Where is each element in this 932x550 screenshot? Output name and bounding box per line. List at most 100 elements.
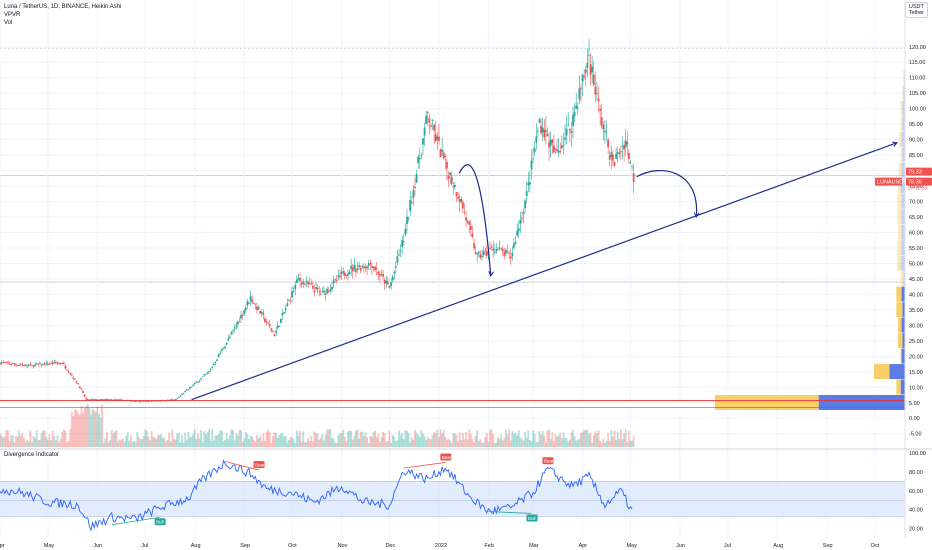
volume-bar — [160, 434, 163, 447]
volume-bar — [24, 441, 27, 447]
divergence-indicator-title[interactable]: Divergence Indicator — [4, 452, 60, 458]
volume-profile-down — [898, 224, 902, 240]
volume-profile-up — [903, 85, 905, 101]
currency-badge[interactable]: USDT Tether — [904, 2, 928, 18]
candle-body — [439, 149, 442, 158]
volume-bar — [189, 437, 191, 447]
volume-bar — [321, 433, 324, 447]
price-tick-label: 110.00 — [909, 76, 925, 82]
volume-bar — [228, 435, 231, 447]
volume-bar — [275, 432, 278, 447]
candle-body — [337, 275, 340, 277]
candle-body — [109, 399, 112, 401]
candle-body — [407, 217, 410, 219]
volume-bar — [541, 431, 544, 447]
volume-bar — [70, 412, 73, 447]
volume-bar — [447, 438, 450, 447]
volume-bar — [573, 436, 576, 447]
candle-body — [246, 301, 249, 306]
volume-bar — [78, 414, 81, 447]
volume-bar — [35, 430, 38, 447]
candle-body — [101, 399, 104, 400]
candle-body — [576, 107, 579, 109]
volume-bar — [452, 432, 455, 447]
candle-body — [533, 148, 536, 153]
volume-bar — [104, 438, 107, 447]
volume-bar — [578, 438, 581, 447]
candle-body — [485, 251, 488, 256]
volume-bar — [342, 429, 345, 447]
candle-body — [627, 152, 630, 159]
volume-bar — [453, 433, 456, 447]
candle-body — [420, 155, 423, 157]
candle-body — [414, 186, 416, 188]
candle-body — [415, 174, 418, 183]
volume-bar — [482, 442, 485, 447]
candle-body — [481, 256, 483, 258]
candle-body — [410, 202, 413, 204]
volume-bar — [256, 434, 258, 447]
indicator-vol[interactable]: Vol — [4, 20, 13, 26]
volume-bar — [535, 442, 538, 447]
candle-body — [211, 366, 214, 368]
candle-body — [334, 278, 337, 280]
candle-body — [386, 281, 389, 285]
candle-body — [560, 145, 563, 149]
volume-bar — [511, 431, 514, 447]
volume-bar — [163, 437, 166, 447]
candle-body — [489, 248, 491, 250]
time-tick-label: May — [44, 543, 55, 549]
candle-body — [530, 160, 533, 170]
volume-bar — [244, 431, 247, 447]
volume-bar — [16, 437, 19, 447]
symbol-title[interactable]: Luna / TetherUS, 1D, BINANCE, Heikin Ash… — [4, 4, 122, 10]
volume-bar — [272, 436, 274, 447]
volume-bar — [521, 438, 523, 447]
candle-body — [53, 361, 56, 364]
candle-body — [564, 137, 566, 140]
candle-body — [31, 364, 33, 366]
volume-bar — [538, 430, 541, 447]
candle-body — [519, 220, 522, 224]
volume-bar — [222, 441, 225, 447]
candle-body — [212, 363, 215, 366]
volume-bar — [225, 432, 228, 447]
volume-bar — [281, 432, 284, 447]
candle-body — [270, 328, 273, 331]
volume-bar — [46, 439, 49, 447]
volume-bar — [465, 431, 467, 447]
volume-bar — [72, 415, 75, 447]
candle-body — [222, 348, 225, 350]
candle-body — [260, 311, 263, 314]
volume-bar — [438, 437, 440, 447]
candle-body — [616, 151, 619, 155]
volume-profile-down — [900, 348, 902, 364]
candle-body — [404, 228, 407, 235]
volume-bar — [126, 432, 129, 447]
volume-bar — [422, 433, 424, 447]
candle-body — [422, 138, 424, 145]
candle-body — [607, 139, 610, 148]
candle-body — [444, 156, 447, 158]
candle-body — [600, 117, 603, 126]
candle-body — [294, 285, 297, 290]
volume-bar — [552, 441, 555, 447]
price-tick-label: 50.00 — [909, 261, 923, 267]
trendline-arrowhead — [891, 141, 898, 147]
divergence-line — [111, 516, 160, 526]
volume-bar — [198, 438, 201, 447]
volume-bar — [243, 438, 246, 447]
bear-signal-label: Bear — [255, 463, 265, 468]
candle-body — [32, 365, 35, 367]
volume-bar — [168, 432, 171, 447]
candle-body — [509, 256, 512, 259]
volume-bar — [324, 434, 327, 447]
volume-bar — [147, 436, 150, 447]
volume-bar — [114, 431, 116, 447]
indicator-vpvr[interactable]: VPVR — [4, 12, 21, 18]
candle-body — [343, 272, 346, 276]
volume-bar — [385, 442, 388, 447]
volume-bar — [597, 430, 600, 447]
volume-bar — [409, 442, 412, 447]
candle-body — [588, 55, 590, 56]
